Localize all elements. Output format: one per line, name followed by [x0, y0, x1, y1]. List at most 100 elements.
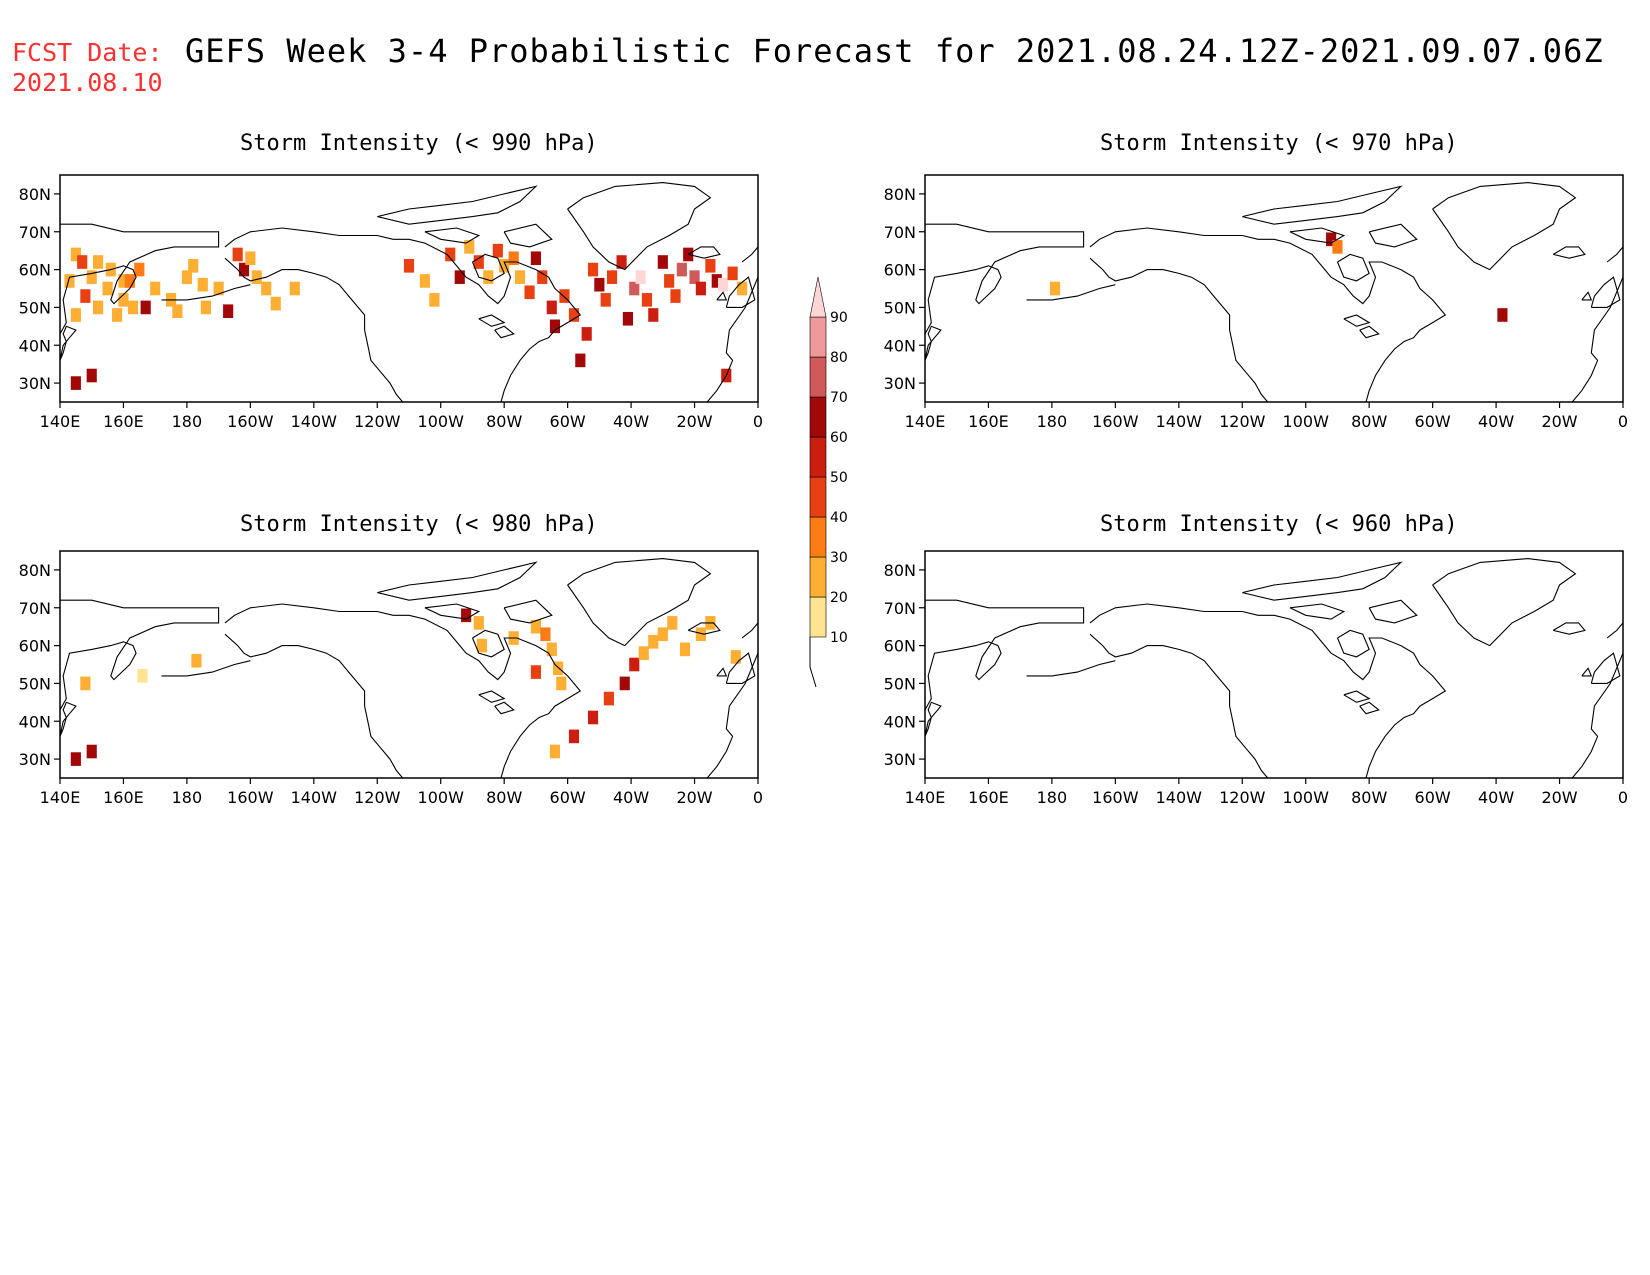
- lon-tick-label: 160E: [103, 412, 144, 431]
- probability-cell: [238, 262, 250, 277]
- probability-cell: [232, 247, 243, 262]
- colorbar-segment: [809, 516, 827, 558]
- probability-cell: [245, 251, 256, 266]
- coastline: [741, 246, 758, 263]
- probability-cell: [530, 619, 541, 634]
- probability-cell: [619, 676, 630, 691]
- probability-cell: [80, 676, 91, 691]
- probability-cell: [261, 281, 272, 296]
- plot-frame: [924, 550, 1624, 779]
- plot-area: [60, 175, 758, 402]
- coastline: [1026, 284, 1116, 301]
- coastline: [424, 603, 481, 620]
- probability-cell: [86, 270, 97, 284]
- probability-cell: [524, 285, 535, 300]
- probability-cell: [223, 304, 234, 319]
- probability-cell: [622, 311, 633, 326]
- lat-tick-label: 40N: [19, 712, 51, 731]
- probability-cell: [172, 304, 183, 319]
- coastline: [706, 276, 758, 402]
- lon-tick-label: 180: [1037, 412, 1068, 431]
- probability-cell: [549, 319, 561, 334]
- lon-tick-label: 60W: [1415, 412, 1451, 431]
- lat-tick-label: 40N: [884, 712, 916, 731]
- coastline: [706, 652, 758, 778]
- lat-tick-label: 30N: [19, 374, 51, 393]
- coastline: [478, 314, 506, 327]
- lat-tick-label: 60N: [19, 261, 51, 280]
- coastline: [716, 291, 728, 301]
- lat-tick-label: 30N: [884, 374, 916, 393]
- lon-tick-label: 60W: [550, 788, 586, 807]
- probability-cell: [270, 296, 281, 311]
- probability-cell: [127, 300, 139, 315]
- coastline: [725, 276, 756, 308]
- plot-frame: [59, 550, 759, 779]
- probability-cell: [553, 661, 564, 676]
- coastline: [1432, 558, 1577, 647]
- probability-cell: [730, 650, 741, 664]
- lon-tick-label: 40W: [613, 412, 649, 431]
- coastline: [224, 257, 404, 402]
- lon-tick-label: 0: [753, 412, 763, 431]
- coastline: [1552, 246, 1586, 259]
- lon-tick-label: 80W: [486, 788, 522, 807]
- lon-tick-label: 140W: [1156, 788, 1203, 807]
- probability-cell: [118, 293, 129, 307]
- probability-cell: [689, 270, 700, 284]
- probability-cell: [124, 274, 135, 288]
- coastline: [725, 652, 756, 684]
- lon-tick-label: 40W: [1478, 412, 1514, 431]
- lon-tick-label: 180: [1037, 788, 1068, 807]
- coastline: [161, 284, 251, 301]
- probability-cell: [556, 676, 567, 691]
- lon-tick-label: 0: [1618, 412, 1628, 431]
- lon-tick-label: 100W: [1283, 788, 1330, 807]
- coastline: [1026, 660, 1116, 677]
- probability-cell: [546, 642, 557, 657]
- panel-title-990: Storm Intensity (< 990 hPa): [240, 131, 598, 156]
- probability-cell: [476, 638, 488, 653]
- probability-cell: [64, 274, 75, 288]
- probability-cell: [530, 665, 541, 679]
- probability-cell: [664, 274, 675, 288]
- map-panel-980: 80N 70N 60N 50N 40N 30N 140E 160E 180 160W 140W 120…: [19, 550, 763, 807]
- lat-tick-label: 60N: [884, 637, 916, 656]
- coastline: [925, 599, 1085, 711]
- coastline: [716, 667, 728, 677]
- probability-cell: [670, 289, 681, 303]
- probability-cell: [92, 255, 104, 269]
- lat-tick-label: 50N: [19, 674, 51, 693]
- coastline: [1606, 246, 1623, 263]
- coastline: [1581, 291, 1593, 301]
- probability-cell: [197, 277, 208, 292]
- forecast-date-block: FCST Date: 2021.08.10: [12, 38, 163, 98]
- probability-cell: [676, 262, 687, 277]
- lon-tick-label: 20W: [676, 412, 712, 431]
- probability-cell: [80, 289, 91, 303]
- lon-tick-label: 140W: [291, 788, 338, 807]
- probability-cell: [454, 270, 465, 284]
- probability-cell: [514, 270, 526, 284]
- probability-cell: [289, 281, 300, 296]
- probability-cell: [648, 634, 659, 649]
- lat-tick-label: 30N: [19, 750, 51, 769]
- probability-cell: [429, 293, 440, 307]
- lat-tick-label: 80N: [884, 561, 916, 580]
- probability-cell: [492, 243, 503, 258]
- lon-tick-label: 20W: [1541, 788, 1577, 807]
- coastline: [503, 223, 553, 248]
- lon-tick-label: 140E: [40, 412, 81, 431]
- probability-cell: [445, 247, 456, 262]
- lon-tick-label: 160E: [968, 412, 1009, 431]
- probability-cell: [70, 247, 81, 262]
- plot-area: [925, 551, 1623, 778]
- probability-cell: [112, 308, 123, 322]
- probability-cell: [648, 308, 659, 322]
- coastline: [1336, 253, 1370, 282]
- probability-cell: [546, 300, 557, 315]
- lon-tick-label: 120W: [354, 788, 401, 807]
- probability-cell: [70, 752, 81, 766]
- lat-tick-label: 70N: [884, 223, 916, 242]
- probability-cell: [679, 642, 691, 657]
